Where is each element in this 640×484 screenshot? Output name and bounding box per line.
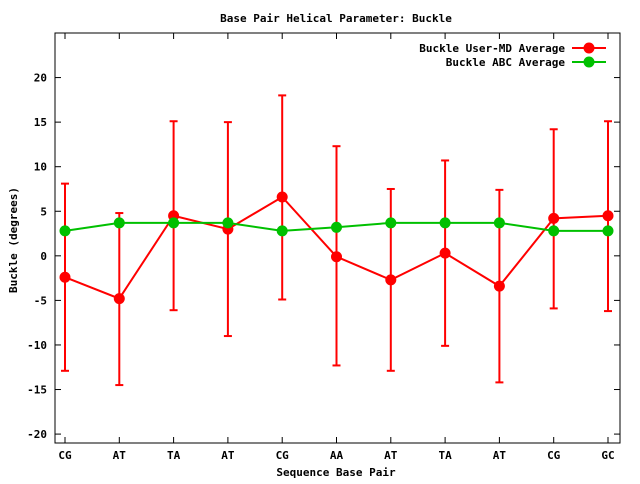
data-point — [331, 221, 342, 233]
data-point — [493, 217, 505, 229]
y-tick-label: 5 — [40, 205, 47, 218]
x-tick-label: GC — [601, 449, 614, 462]
y-tick-label: 15 — [34, 116, 47, 129]
data-point — [385, 217, 397, 229]
y-tick-label: 0 — [40, 250, 47, 263]
legend-marker — [583, 56, 595, 68]
data-point — [59, 271, 71, 283]
y-tick-label: 20 — [34, 72, 47, 85]
y-tick-label: -5 — [34, 294, 47, 307]
data-point — [385, 274, 397, 286]
data-point — [276, 191, 288, 203]
x-tick-label: CG — [58, 449, 72, 462]
legend-marker — [583, 42, 595, 54]
data-point — [602, 210, 614, 222]
plot-area: -20 -15 -10 -5 0 5 10 15 20 CG AT TA AT CG AA AT TA AT CG G… — [27, 32, 621, 462]
x-tick-label: AT — [384, 449, 398, 462]
data-point — [59, 225, 71, 237]
legend-label: Buckle ABC Average — [446, 56, 566, 69]
data-point — [331, 251, 342, 263]
x-tick-label: AT — [113, 449, 127, 462]
y-tick-label: -20 — [27, 428, 47, 441]
y-tick-label: 10 — [34, 161, 47, 174]
x-axis-label: Sequence Base Pair — [276, 466, 396, 479]
plot-frame — [54, 32, 621, 444]
x-tick-label: CG — [276, 449, 290, 462]
data-point — [113, 293, 125, 305]
data-point — [113, 217, 125, 229]
x-tick-label: CG — [547, 449, 561, 462]
y-axis-label: Buckle (degrees) — [7, 187, 20, 293]
data-point — [222, 217, 234, 229]
y-tick-label: -15 — [27, 384, 47, 397]
data-point — [439, 247, 451, 259]
data-point — [493, 280, 505, 292]
data-point — [276, 225, 288, 237]
data-point — [602, 225, 614, 237]
chart-title: Base Pair Helical Parameter: Buckle — [220, 12, 452, 25]
x-tick-label: AT — [221, 449, 235, 462]
data-point — [548, 225, 560, 237]
data-point — [168, 217, 180, 229]
x-tick-label: TA — [167, 449, 181, 462]
data-point — [548, 212, 560, 224]
legend-label: Buckle User-MD Average — [419, 42, 565, 55]
y-tick-label: -10 — [27, 339, 47, 352]
x-tick-label: AA — [330, 449, 344, 462]
x-tick-label: AT — [493, 449, 507, 462]
data-point — [439, 217, 451, 229]
x-tick-label: TA — [438, 449, 452, 462]
